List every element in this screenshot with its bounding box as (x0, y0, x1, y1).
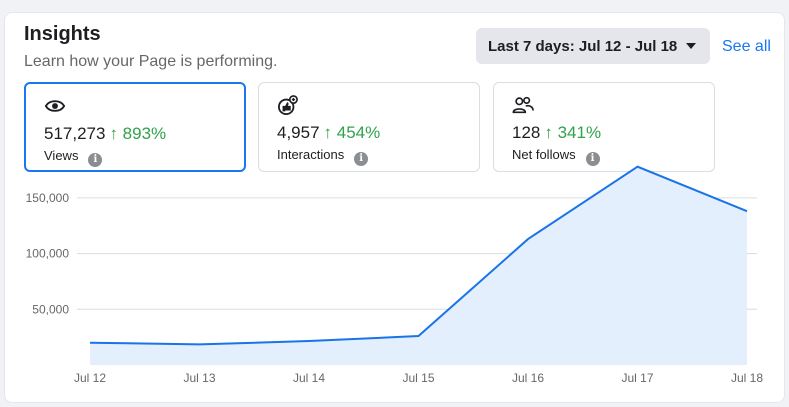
metric-change: ↑ 454% (323, 123, 381, 142)
metric-label: Views i (44, 148, 103, 167)
thumbs-up-icon (277, 95, 298, 115)
metric-card-interactions[interactable]: 4,957 ↑ 454% Interactions i (258, 82, 480, 172)
x-tick-label: Jul 14 (293, 371, 325, 385)
x-tick-label: Jul 12 (74, 371, 106, 385)
y-tick-label: 150,000 (26, 191, 70, 205)
people-icon (512, 96, 534, 114)
page-title: Insights (24, 23, 101, 45)
x-tick-label: Jul 17 (621, 371, 653, 385)
metric-label: Net follows i (512, 147, 600, 166)
series-line (89, 165, 748, 346)
metric-value: 128 ↑ 341% (512, 123, 602, 142)
data-point[interactable] (525, 236, 531, 242)
metric-card-views[interactable]: 517,273 ↑ 893% Views i (24, 82, 246, 172)
x-tick-label: Jul 18 (731, 371, 763, 385)
data-point[interactable] (744, 208, 750, 214)
page-subtitle: Learn how your Page is performing. (24, 53, 278, 70)
caret-down-icon (686, 43, 696, 49)
metric-change: ↑ 341% (544, 123, 602, 142)
data-point[interactable] (197, 341, 203, 347)
info-icon[interactable]: i (585, 152, 600, 166)
date-range-label: Last 7 days: Jul 12 - Jul 18 (488, 37, 678, 55)
data-point[interactable] (416, 333, 422, 339)
metric-label: Interactions i (277, 147, 369, 166)
metric-change: ↑ 893% (109, 124, 167, 143)
data-point[interactable] (87, 340, 93, 346)
metric-value: 4,957 ↑ 454% (277, 123, 381, 142)
x-tick-label: Jul 16 (512, 371, 544, 385)
see-all-link[interactable]: See all (722, 38, 771, 55)
x-tick-label: Jul 15 (402, 371, 434, 385)
eye-icon (44, 100, 66, 112)
info-icon[interactable]: i (88, 153, 103, 167)
data-point[interactable] (306, 338, 312, 344)
y-tick-label: 100,000 (26, 247, 70, 261)
info-icon[interactable]: i (354, 152, 369, 166)
data-point[interactable] (635, 164, 641, 170)
date-range-dropdown[interactable]: Last 7 days: Jul 12 - Jul 18 (476, 28, 710, 64)
metric-card-net-follows[interactable]: 128 ↑ 341% Net follows i (493, 82, 715, 172)
metric-value: 517,273 ↑ 893% (44, 124, 167, 143)
x-tick-label: Jul 13 (183, 371, 215, 385)
y-tick-label: 50,000 (32, 302, 69, 316)
area-fill (90, 166, 747, 365)
